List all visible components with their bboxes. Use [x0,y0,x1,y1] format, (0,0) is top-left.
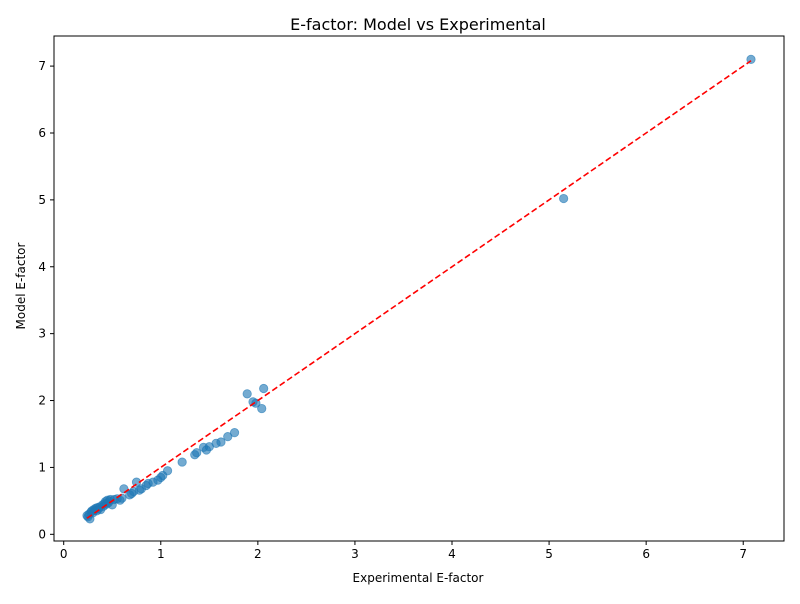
axes-frame [53,35,785,542]
data-point [192,448,202,458]
data-points [82,54,756,524]
y-tick-label: 6 [38,126,46,140]
x-tick-label: 5 [545,547,553,561]
y-tick-label: 5 [38,193,46,207]
data-point [559,193,569,204]
data-point [257,403,267,414]
y-axis-label: Model E-factor [14,242,28,329]
y-tick-label: 1 [38,460,46,474]
data-point [177,457,187,467]
x-axis-label: Experimental E-factor [353,571,484,585]
x-tick-label: 3 [351,547,359,561]
y-tick-label: 2 [38,394,46,408]
chart-title: E-factor: Model vs Experimental [290,15,546,34]
x-tick-label: 7 [739,547,747,561]
x-tick-label: 6 [642,547,650,561]
data-point [259,383,269,394]
data-point [223,432,233,442]
x-tick-label: 1 [157,547,165,561]
reference-line [86,60,752,519]
y-tick-label: 0 [38,527,46,541]
x-tick-label: 2 [254,547,262,561]
data-point [229,428,240,438]
data-point [162,466,173,476]
y-tick-label: 3 [38,327,46,341]
x-tick-label: 0 [60,547,68,561]
x-tick-label: 4 [448,547,456,561]
data-point [216,437,226,447]
y-tick-label: 4 [38,260,46,274]
y-tick-label: 7 [38,59,46,73]
data-point [242,389,252,399]
plot-area: 0 1 2 3 4 5 6 7 0 1 2 3 4 5 6 7 [38,35,785,561]
